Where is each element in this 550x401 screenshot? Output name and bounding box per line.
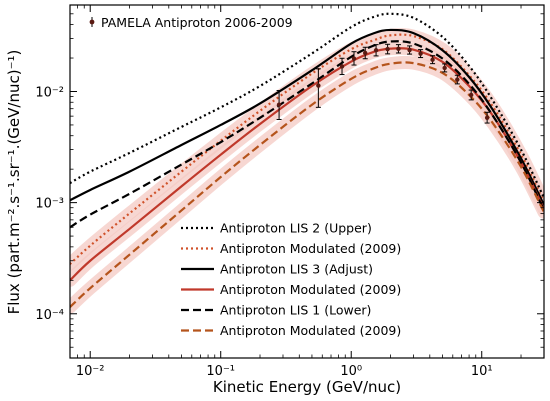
data-point-4 [363,50,368,56]
plot-frame [69,4,545,359]
data-point-3 [351,56,357,61]
legend-label-1: Antiproton Modulated (2009) [220,241,401,256]
legend-label-3: Antiproton Modulated (2009) [220,282,401,297]
data-point-0 [276,102,282,107]
data-point-6 [385,46,390,52]
legend-marker-point [89,19,95,25]
series-line-5 [70,61,544,308]
legend: Antiproton LIS 2 (Upper) Antiproton Modul… [181,221,401,338]
legend-label-pamela: PAMELA Antiproton 2006-2009 [101,15,293,30]
top-legend: PAMELA Antiproton 2006-2009 [89,15,293,30]
y-axis-title: Flux (part.m⁻².s⁻¹.sr⁻¹.(GeV/nuc)⁻¹) [5,50,23,315]
x-axis-title: Kinetic Energy (GeV/nuc) [213,378,401,396]
y-tick-label: 10⁻⁴ [35,308,64,323]
data-point-5 [373,48,379,53]
y-tick-label: 10⁻² [35,85,64,100]
x-tick-label: 10¹ [471,364,493,379]
data-point-14 [484,115,490,120]
y-tick-label: 10⁻³ [35,197,64,212]
data-point-7 [396,46,401,52]
data-point-11 [442,65,447,71]
x-tick-label: 10⁻¹ [206,364,235,379]
legend-label-2: Antiproton LIS 3 (Adjust) [220,262,373,277]
x-tick-label: 10⁰ [340,364,362,379]
series-line-2 [70,28,544,206]
legend-marker-pamela [89,17,95,27]
data-point-12 [455,77,460,82]
model-curves [70,12,544,308]
legend-label-4: Antiproton LIS 1 (Lower) [220,303,371,318]
data-point-2 [339,64,345,69]
data-point-9 [418,51,423,56]
x-tick-label: 10⁻² [76,364,105,379]
data-point-8 [407,47,412,53]
pamela-data-points [276,43,490,124]
data-point-10 [430,57,435,62]
data-point-13 [468,92,474,98]
series-line-1 [70,33,544,265]
series-line-0 [70,12,544,199]
axis-ticks: 10⁻² 10⁻¹ 10⁰ 10¹ 10⁻⁴ 10⁻³ 10⁻² [35,5,544,379]
series-line-4 [70,40,544,229]
legend-label-5: Antiproton Modulated (2009) [220,323,401,338]
legend-label-0: Antiproton LIS 2 (Upper) [220,221,372,236]
data-point-1 [316,83,321,88]
